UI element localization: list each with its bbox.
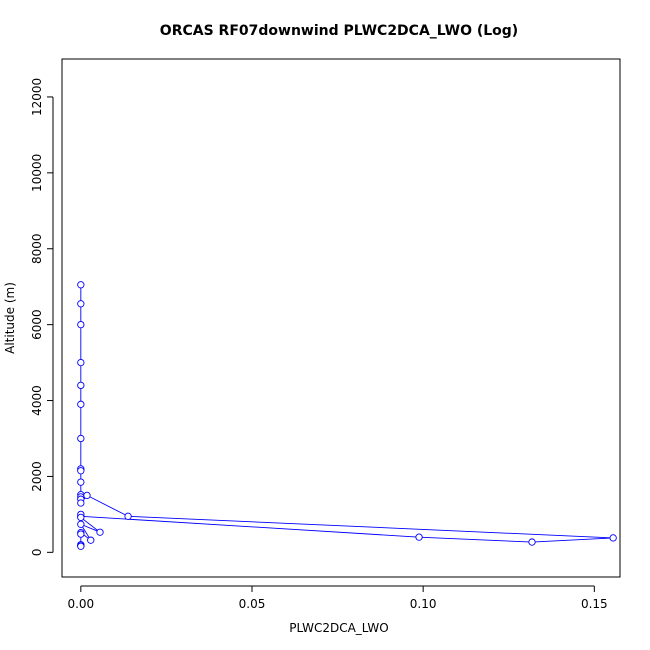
- series-segment: [86, 495, 129, 517]
- x-tick-label: 0.15: [581, 597, 608, 611]
- x-tick-label: 0.05: [239, 597, 266, 611]
- series-segment: [128, 515, 614, 539]
- data-point: [77, 281, 85, 289]
- data-point: [77, 434, 85, 443]
- y-tick-label: 12000: [30, 78, 44, 116]
- series-segment: [419, 536, 533, 543]
- data-point: [77, 478, 85, 486]
- data-point: [77, 358, 85, 367]
- data-point: [77, 467, 85, 475]
- x-axis-label: PLWC2DCA_LWO: [289, 621, 388, 635]
- data-point: [77, 400, 85, 408]
- data-point: [83, 491, 91, 500]
- series-segment: [80, 517, 101, 533]
- data-point: [609, 534, 617, 542]
- data-point: [528, 538, 536, 546]
- data-point: [77, 381, 85, 390]
- data-point: [124, 512, 132, 520]
- data-point: [77, 320, 85, 329]
- data-point: [87, 536, 95, 544]
- data-point: [77, 513, 85, 522]
- y-tick-label: 4000: [30, 385, 44, 416]
- data-point: [77, 542, 85, 550]
- y-tick-label: 8000: [30, 233, 44, 264]
- series-segment: [531, 537, 614, 543]
- data-point: [77, 300, 85, 308]
- data-point: [415, 533, 423, 541]
- y-axis-label: Altitude (m): [3, 282, 17, 354]
- data-point: [77, 530, 85, 538]
- y-tick-label: 6000: [30, 309, 44, 340]
- series-segment: [80, 515, 420, 538]
- y-tick-label: 2000: [30, 461, 44, 492]
- y-tick-label: 10000: [30, 154, 44, 192]
- plot-frame: [61, 58, 621, 578]
- series-layer: [77, 281, 617, 550]
- data-point: [77, 520, 85, 528]
- data-point: [77, 499, 85, 507]
- y-tick-label: 0: [30, 549, 44, 557]
- y-axis: 0 2000 4000 6000 8000 10000 12000: [30, 78, 54, 557]
- chart-title: ORCAS RF07downwind PLWC2DCA_LWO (Log): [160, 23, 518, 39]
- data-point: [96, 528, 104, 536]
- x-tick-label: 0.10: [410, 597, 437, 611]
- x-tick-label: 0.00: [67, 597, 94, 611]
- x-axis: 0.00 0.05 0.10 0.15: [67, 585, 608, 611]
